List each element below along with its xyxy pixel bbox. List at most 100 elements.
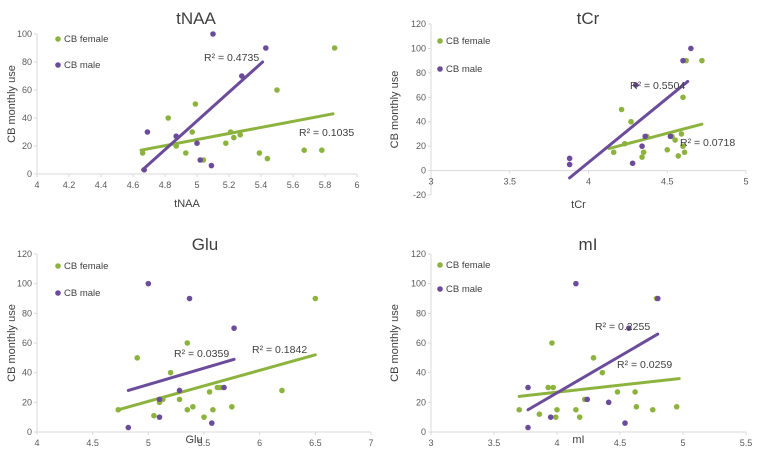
- x-tick-label: 4.4: [95, 180, 108, 190]
- data-point-male: [210, 31, 216, 37]
- data-point-male: [584, 396, 591, 403]
- trendline-female: [116, 353, 317, 412]
- data-point-male: [680, 57, 686, 64]
- y-tick-label: 20: [22, 397, 32, 407]
- y-tick-label: 0: [27, 427, 32, 437]
- chart-panel-mi: mI 0 20 40 60 80 100 120 3 3.5 4 4.5 5 5.5 mI CB monthl…: [389, 235, 752, 448]
- data-point-female: [312, 295, 319, 302]
- legend-label-female: CB female: [446, 36, 490, 47]
- legend-marker-female: [55, 36, 61, 42]
- data-point-female: [649, 406, 656, 413]
- data-point-male: [639, 143, 645, 149]
- data-point-female: [331, 45, 338, 51]
- r-squared-label-male: R² = 0.5504: [630, 80, 685, 92]
- r-squared-label-male: R² = 0.0359: [174, 348, 229, 360]
- r-squared-label-female: R² = 0.0259: [617, 359, 672, 371]
- data-point-male: [629, 160, 636, 167]
- trendline-male: [141, 60, 265, 172]
- data-point-female: [134, 355, 140, 361]
- data-point-male: [642, 133, 648, 140]
- x-tick-label: 4: [34, 180, 39, 190]
- data-point-male: [525, 384, 531, 391]
- data-point-female: [614, 389, 621, 395]
- x-tick-label: 5.5: [740, 438, 753, 448]
- data-point-female: [210, 406, 216, 413]
- data-point-female: [552, 414, 559, 420]
- x-tick-label: 4.2: [63, 180, 76, 190]
- data-point-female: [184, 406, 191, 413]
- data-point-female: [189, 129, 195, 135]
- legend-label-female: CB female: [446, 260, 490, 271]
- data-point-female: [678, 131, 685, 137]
- data-point-female: [680, 143, 686, 149]
- data-point-male: [194, 140, 200, 146]
- y-tick-label: 60: [22, 85, 32, 95]
- data-point-female: [279, 387, 285, 394]
- data-point-male: [144, 129, 151, 135]
- x-tick-label: 5.5: [198, 438, 211, 448]
- x-axis-label: Glu: [185, 434, 202, 446]
- y-tick-label: 20: [416, 141, 426, 151]
- data-point-male: [566, 155, 573, 162]
- data-point-male: [566, 161, 573, 168]
- data-point-female: [590, 355, 597, 361]
- y-tick-label: 100: [411, 43, 426, 53]
- data-point-female: [190, 403, 196, 410]
- y-tick-label: 40: [416, 117, 426, 127]
- y-axis-label: CB monthly use: [389, 304, 401, 382]
- y-tick-label: 0: [27, 169, 32, 179]
- x-tick-label: 3.5: [503, 177, 516, 187]
- legend-marker-female: [55, 263, 61, 269]
- data-point-female: [206, 389, 213, 395]
- y-tick-label: 40: [22, 368, 32, 378]
- data-point-female: [680, 94, 686, 101]
- data-point-female: [192, 101, 199, 107]
- trendline-female: [607, 122, 704, 151]
- chart-panel-glu: Glu 0 20 40 60 80 100 120 4 4.5 5 5.5 6 6.5 7 Glu CB mon…: [6, 235, 374, 448]
- data-point-female: [681, 149, 688, 156]
- y-tick-label: 100: [411, 279, 426, 289]
- x-tick-label: 3: [428, 177, 433, 187]
- data-point-male: [263, 45, 269, 51]
- x-axis-label: mI: [572, 434, 584, 446]
- data-point-female: [301, 147, 308, 153]
- data-point-female: [319, 147, 325, 153]
- x-tick-label: 5.2: [223, 180, 236, 190]
- y-axis-label: CB monthly use: [6, 304, 18, 382]
- x-tick-label: 4.6: [127, 180, 140, 190]
- x-tick-label: 4.5: [661, 177, 674, 187]
- data-point-female: [176, 396, 183, 403]
- y-tick-label: 40: [22, 113, 32, 123]
- data-point-male: [221, 384, 227, 391]
- data-point-female: [183, 150, 189, 156]
- legend-marker-male: [55, 62, 61, 68]
- data-point-male: [688, 45, 694, 52]
- y-tick-label: 80: [416, 308, 426, 318]
- x-tick-label: 5: [146, 438, 151, 448]
- data-point-female: [550, 384, 557, 391]
- x-tick-label: 6.5: [309, 438, 322, 448]
- x-tick-label: 5.4: [255, 180, 268, 190]
- y-tick-label: 80: [22, 57, 32, 67]
- data-point-female: [545, 384, 551, 391]
- data-point-female: [165, 115, 171, 121]
- data-point-female: [264, 155, 271, 162]
- legend-label-male: CB male: [64, 288, 100, 299]
- data-point-female: [576, 414, 583, 420]
- data-point-male: [197, 157, 203, 163]
- r-squared-label-female: R² = 0.1842: [252, 344, 307, 356]
- data-point-male: [208, 162, 215, 169]
- y-tick-label: 0: [421, 427, 426, 437]
- chart-title: tNAA: [176, 9, 216, 28]
- data-point-female: [639, 154, 645, 160]
- data-point-male: [573, 280, 579, 287]
- legend-marker-male: [437, 66, 443, 72]
- chart-title: Glu: [192, 235, 218, 254]
- legend-label-male: CB male: [64, 60, 100, 71]
- trendline-female: [517, 377, 681, 398]
- data-point-female: [618, 106, 625, 113]
- data-point-female: [632, 389, 638, 395]
- x-tick-label: 6: [257, 438, 262, 448]
